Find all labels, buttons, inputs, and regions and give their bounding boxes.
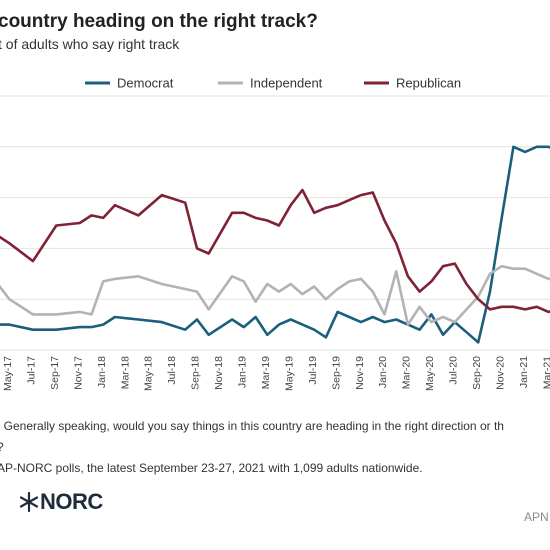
legend-label: Independent	[250, 76, 323, 91]
logo-text: NORC	[40, 489, 103, 514]
chart-note: : Generally speaking, would you say thin…	[0, 416, 550, 479]
x-tick-label: Nov-17	[72, 356, 84, 390]
x-tick-label: Mar-20	[401, 356, 413, 389]
x-tick-label: May-19	[283, 356, 295, 391]
series-line-democrat	[0, 145, 550, 344]
x-tick-label: Jan-20	[377, 356, 389, 388]
legend-label: Republican	[396, 76, 461, 91]
chart-subtitle: t of adults who say right track	[0, 36, 180, 52]
chart-series	[0, 145, 550, 344]
x-tick-label: Jul-18	[166, 356, 178, 385]
question-text-continued: ?	[0, 437, 550, 458]
line-chart: Democrat Independent Republican May-17 Jul-…	[0, 76, 550, 391]
credit-text: APN	[524, 510, 549, 524]
series-line-independent	[0, 264, 550, 326]
chart-title: country heading on the right track?	[0, 11, 318, 32]
x-tick-label: Sep-19	[330, 356, 342, 390]
x-tick-label: Jan-21	[518, 356, 530, 388]
x-tick-label: Jul-20	[448, 356, 460, 385]
chart-legend: Democrat Independent Republican	[85, 76, 461, 91]
x-tick-label: Sep-17	[49, 356, 61, 390]
x-tick-label: Sep-18	[190, 356, 202, 390]
source-text: AP-NORC polls, the latest September 23-2…	[0, 461, 423, 475]
x-axis-ticks: May-17 Jul-17 Sep-17 Nov-17 Jan-18 Mar-18 May-…	[2, 356, 550, 391]
x-tick-label: Mar-21	[541, 356, 550, 389]
norc-star-icon	[19, 491, 39, 513]
x-tick-label: Sep-20	[471, 356, 483, 390]
grid-lines	[0, 95, 550, 351]
x-tick-label: Nov-20	[494, 356, 506, 390]
x-tick-label: Jul-17	[25, 356, 37, 385]
norc-logo: NORC	[18, 489, 103, 514]
x-tick-label: Nov-19	[354, 356, 366, 390]
series-line-republican	[0, 188, 550, 314]
x-tick-label: Mar-18	[119, 356, 131, 389]
x-tick-label: May-20	[424, 356, 436, 391]
x-tick-label: Nov-18	[213, 356, 225, 390]
x-tick-label: May-18	[143, 356, 155, 391]
x-tick-label: Mar-19	[260, 356, 272, 389]
legend-label: Democrat	[117, 76, 174, 91]
x-tick-label: Jul-19	[307, 356, 319, 385]
x-tick-label: Jan-19	[237, 356, 249, 388]
x-tick-label: Jan-18	[96, 356, 108, 388]
x-tick-label: May-17	[2, 356, 14, 391]
question-text: : Generally speaking, would you say thin…	[0, 419, 504, 433]
